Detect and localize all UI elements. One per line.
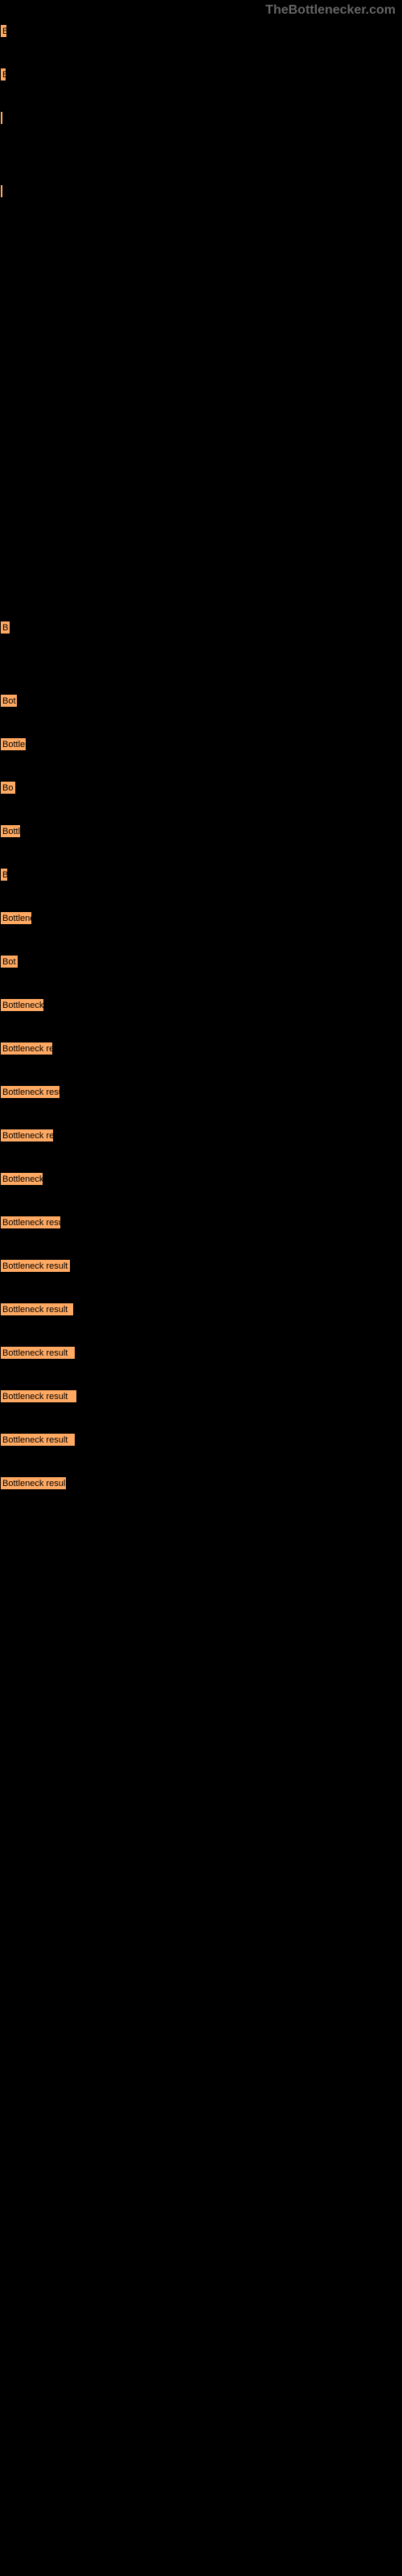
bar-row: B [0, 868, 402, 881]
bar: B [0, 24, 7, 38]
bar: Bottleneck resu [0, 1085, 60, 1099]
bar-row [0, 184, 402, 198]
bar-row: Bottleneck result [0, 1302, 402, 1316]
bar-row: Bottleneck result [0, 1346, 402, 1360]
bar: Bottl [0, 824, 21, 838]
bar-row: Bottleneck resu [0, 1216, 402, 1229]
bar-row: Bottlen [0, 737, 402, 751]
bar: Bottleneck resu [0, 1216, 61, 1229]
bar: Bottleneck result [0, 1389, 77, 1403]
bar: Bottleneck re [0, 1042, 53, 1055]
bar [0, 184, 3, 198]
bar-row: B [0, 68, 402, 81]
bar-row: Bottleneck result [0, 1259, 402, 1273]
bar: Bottleneck result [0, 1346, 76, 1360]
spacer [0, 228, 402, 614]
bar: Bottleneck re [0, 1129, 54, 1142]
bar: Bottleneck r [0, 998, 44, 1012]
bar: Bottleneck result [0, 1433, 76, 1447]
bar: Bottleneck [0, 1172, 43, 1186]
bar [0, 111, 3, 125]
bar-row: Bottleneck resu [0, 1085, 402, 1099]
bar: Bot [0, 955, 18, 968]
bar-row: Bottl [0, 824, 402, 838]
bar: B [0, 68, 6, 81]
bar: Bottlen [0, 737, 27, 751]
bar-row [0, 111, 402, 125]
bar-row: Bot [0, 955, 402, 968]
bar-row: Bo [0, 781, 402, 795]
bar: Bottleneck result [0, 1259, 71, 1273]
bar-row: Bottlene [0, 911, 402, 925]
bar: Bottlene [0, 911, 32, 925]
bar-row: Bottleneck re [0, 1042, 402, 1055]
bar-row: Bottleneck resul [0, 1476, 402, 1490]
bar-row: Bot [0, 694, 402, 708]
watermark-text: TheBottlenecker.com [0, 0, 402, 18]
bar: Bot [0, 694, 18, 708]
bar: B [0, 868, 8, 881]
bar-row: Bottleneck result [0, 1433, 402, 1447]
top-bars-section: B B [0, 18, 402, 198]
bar-row: Bottleneck re [0, 1129, 402, 1142]
bar: B [0, 621, 10, 634]
bar-row: B [0, 621, 402, 634]
bar-row: Bottleneck [0, 1172, 402, 1186]
bar-row: B [0, 24, 402, 38]
bar: Bottleneck resul [0, 1476, 67, 1490]
lower-bars-section: B Bot Bottlen Bo Bottl B Bottlene Bot Bo… [0, 614, 402, 1490]
bar-row: Bottleneck r [0, 998, 402, 1012]
bar: Bo [0, 781, 16, 795]
bar-row: Bottleneck result [0, 1389, 402, 1403]
bar: Bottleneck result [0, 1302, 74, 1316]
